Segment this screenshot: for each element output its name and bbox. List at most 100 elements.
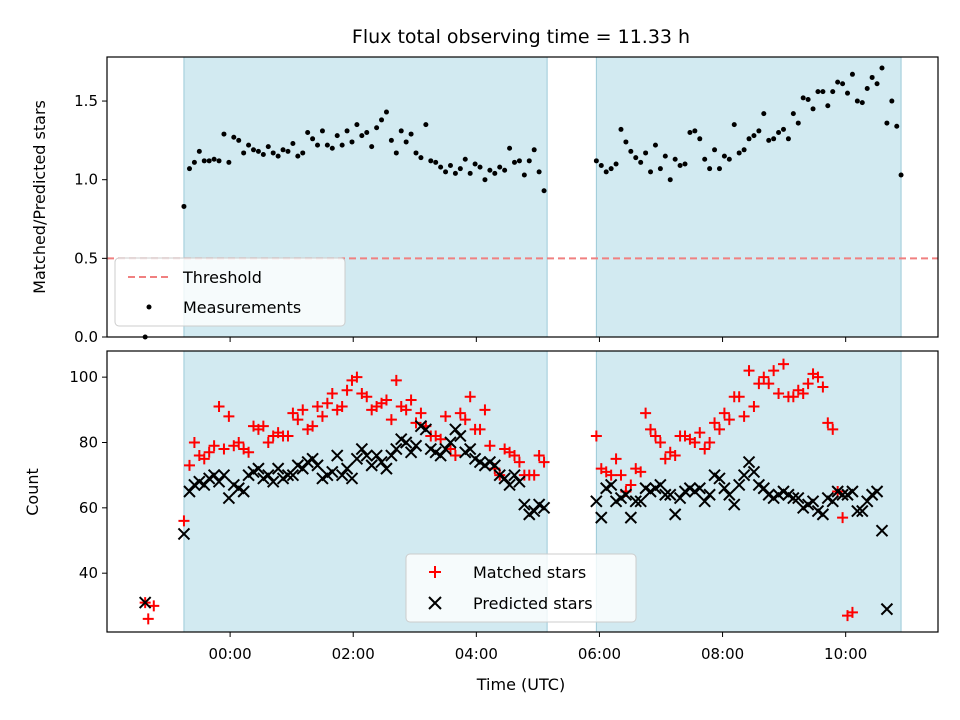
matched-star-point (380, 394, 392, 406)
measurement-point (840, 81, 846, 87)
measurement-point (477, 164, 483, 170)
measurement-point (805, 96, 811, 102)
measurement-point (255, 148, 261, 154)
matched-star-point (713, 423, 725, 435)
measurement-point (731, 122, 737, 128)
counts-panel: 40 60 80 100 00:00 02:00 04:00 06:00 08:00 10:00… (23, 351, 939, 694)
predicted-star-point (306, 452, 319, 466)
bottom-y-axis-label: Count (23, 468, 42, 516)
predicted-star-point (787, 491, 800, 505)
measurement-point (270, 150, 276, 156)
matched-star-point (440, 410, 452, 422)
predicted-star-point (345, 472, 359, 485)
matched-star-point (538, 456, 550, 468)
predicted-star-point (737, 468, 751, 482)
measurement-point (536, 169, 542, 175)
predicted-star-point (713, 472, 726, 485)
measurement-point (869, 74, 875, 80)
predicted-star-point (673, 491, 687, 505)
measurement-point (265, 144, 271, 150)
measurement-point (682, 161, 688, 167)
measurement-point (726, 156, 732, 162)
matched-star-point (802, 378, 814, 390)
measurement-point (820, 89, 826, 95)
matched-star-point (689, 436, 701, 448)
matched-star-point (777, 358, 789, 370)
measurement-point (260, 152, 266, 158)
top-y-tick-label: 0.5 (74, 249, 98, 267)
predicted-star-point (183, 485, 196, 498)
predicted-star-point (271, 462, 285, 475)
matched-star-point (321, 397, 333, 409)
predicted-star-point (399, 436, 413, 449)
measurement-point (388, 137, 394, 143)
bottom-y-tick-label: 80 (79, 433, 98, 451)
measurement-point (648, 169, 654, 175)
matched-star-point (361, 391, 373, 403)
matched-star-point (654, 436, 666, 448)
predicted-star-point (728, 498, 741, 511)
matched-star-point (479, 404, 491, 416)
measurement-point (638, 159, 644, 165)
matched-star-point (188, 436, 200, 448)
matched-star-point (410, 417, 422, 429)
measurement-point (623, 139, 629, 145)
matched-star-point (390, 374, 402, 386)
measurement-point (393, 150, 399, 156)
matched-star-point (454, 407, 466, 419)
predicted-star-point (668, 508, 682, 521)
predicted-star-point (747, 465, 761, 479)
measurement-point (275, 153, 281, 159)
measurement-point (874, 81, 880, 87)
measurement-point (516, 158, 522, 164)
predicted-star-point (212, 475, 226, 488)
measurement-point (462, 156, 468, 162)
measurement-point (324, 142, 330, 148)
matched-star-point (797, 387, 809, 399)
matched-star-point (449, 450, 461, 462)
matched-star-point (787, 391, 799, 403)
x-tick-label: 08:00 (701, 645, 744, 663)
measurement-point (285, 148, 291, 154)
matched-star-point (645, 423, 657, 435)
matched-star-point (508, 450, 520, 462)
matched-star-point (341, 384, 353, 396)
measurement-point (487, 167, 493, 173)
predicted-star-point (718, 482, 731, 495)
bottom-y-tick-label: 60 (79, 499, 98, 517)
measurement-point (300, 150, 306, 156)
measurement-point (884, 120, 890, 126)
predicted-star-point (207, 468, 221, 482)
legend-predicted-swatch (428, 596, 442, 610)
measurement-point (741, 147, 747, 153)
predicted-star-point (732, 478, 746, 492)
matched-star-point (709, 417, 721, 429)
measurement-point (319, 128, 325, 134)
measurement-point (398, 128, 404, 134)
legend-threshold-label: Threshold (182, 268, 262, 287)
matched-star-point (723, 414, 735, 426)
predicted-star-point (463, 442, 477, 456)
top-y-tick-label: 1.5 (74, 92, 98, 110)
measurement-point (707, 166, 713, 172)
predicted-star-point (619, 488, 633, 501)
legend-measurements-label: Measurements (183, 298, 301, 317)
measurement-point (339, 142, 345, 148)
bottom-legend-box (405, 553, 637, 623)
measurement-point (835, 79, 841, 85)
predicted-star-point (360, 449, 373, 462)
predicted-star-point (875, 524, 889, 537)
matched-star-point (669, 450, 681, 462)
predicted-star-point (851, 504, 864, 518)
measurement-point (329, 145, 335, 151)
predicted-star-point (365, 459, 378, 472)
predicted-star-point (723, 488, 736, 501)
matched-star-point (743, 365, 755, 377)
matched-star-point (223, 410, 235, 422)
measurement-point (374, 125, 380, 131)
matched-star-point (257, 420, 269, 432)
predicted-star-point (604, 478, 618, 492)
measurement-point (196, 148, 202, 154)
measurement-point (305, 130, 311, 136)
measurement-point (795, 120, 801, 126)
